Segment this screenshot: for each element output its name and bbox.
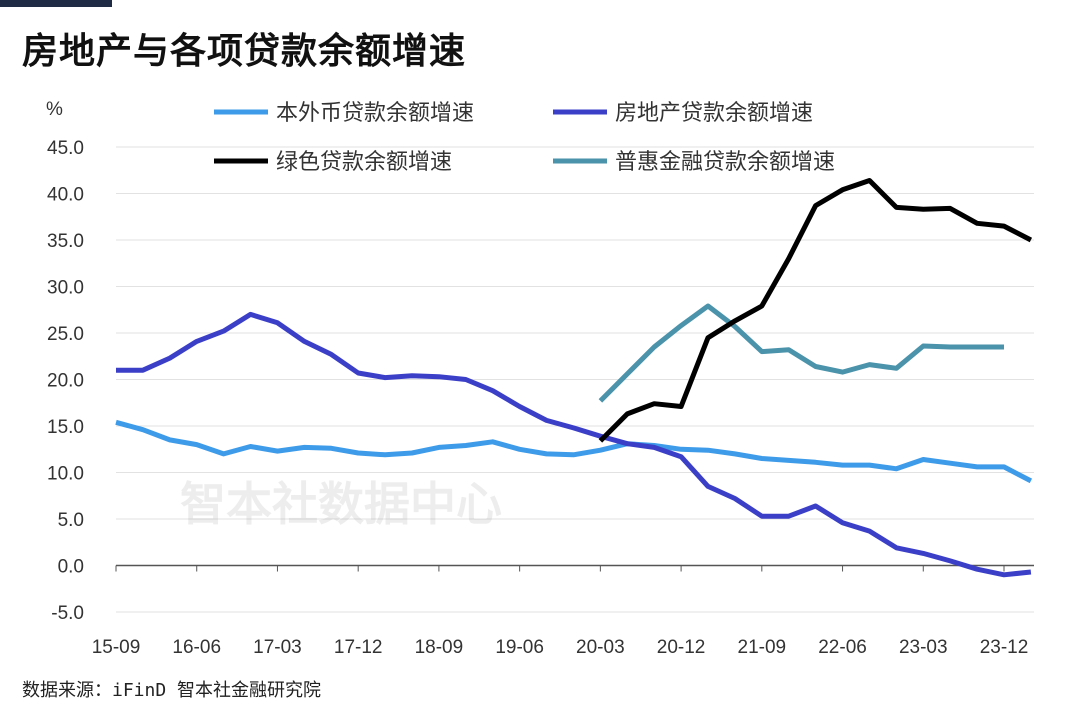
x-tick-label: 23-03 xyxy=(899,637,948,658)
x-tick-label: 15-09 xyxy=(92,637,141,658)
x-tick-label: 22-06 xyxy=(818,637,867,658)
top-accent-bar xyxy=(0,0,112,7)
series-line-1 xyxy=(115,419,1033,484)
y-tick-label: 45.0 xyxy=(47,138,84,159)
legend-label: 房地产贷款余额增速 xyxy=(615,101,813,126)
watermark-text: 智本社数据中心 xyxy=(180,477,502,531)
y-tick-label: -5.0 xyxy=(51,603,84,624)
legend-label: 本外币贷款余额增速 xyxy=(276,101,474,126)
series-line-2 xyxy=(116,311,1032,578)
x-tick-label: 16-06 xyxy=(172,637,221,658)
x-tick-label: 18-09 xyxy=(415,637,464,658)
y-tick-label: 25.0 xyxy=(47,324,84,345)
y-tick-label: 30.0 xyxy=(47,278,84,299)
y-tick-label: 15.0 xyxy=(47,417,84,438)
legend-label: 绿色贷款余额增速 xyxy=(276,150,452,175)
y-tick-label: 5.0 xyxy=(58,510,84,531)
x-tick-label: 23-12 xyxy=(980,637,1029,658)
series-line-3 xyxy=(598,178,1033,443)
x-tick-label: 21-09 xyxy=(738,637,787,658)
y-axis-unit: % xyxy=(46,99,63,120)
x-tick-label: 17-12 xyxy=(334,637,383,658)
chart-title: 房地产与各项贷款余额增速 xyxy=(22,31,467,72)
x-tick-label: 17-03 xyxy=(253,637,302,658)
y-tick-label: 20.0 xyxy=(47,371,84,392)
x-axis: 15-09 16-06 17-03 17-12 18-09 19-06 20-03 20-12… xyxy=(92,565,1029,658)
x-tick-label: 19-06 xyxy=(495,637,544,658)
x-tick-label: 20-12 xyxy=(657,637,706,658)
series-line-4 xyxy=(598,303,1004,403)
grid-lines xyxy=(116,146,1034,613)
y-axis: 45.0 40.0 35.0 30.0 25.0 20.0 15.0 10.0 5.0 0.0 -5… xyxy=(46,99,84,624)
series-lines xyxy=(115,178,1033,578)
y-tick-label: 35.0 xyxy=(47,231,84,252)
y-tick-label: 40.0 xyxy=(47,185,84,206)
y-tick-label: 0.0 xyxy=(58,557,84,578)
legend-label: 普惠金融贷款余额增速 xyxy=(615,150,835,175)
data-source-note: 数据来源：iFinD 智本社金融研究院 xyxy=(22,680,322,701)
x-tick-label: 20-03 xyxy=(576,637,625,658)
y-tick-label: 10.0 xyxy=(47,464,84,485)
